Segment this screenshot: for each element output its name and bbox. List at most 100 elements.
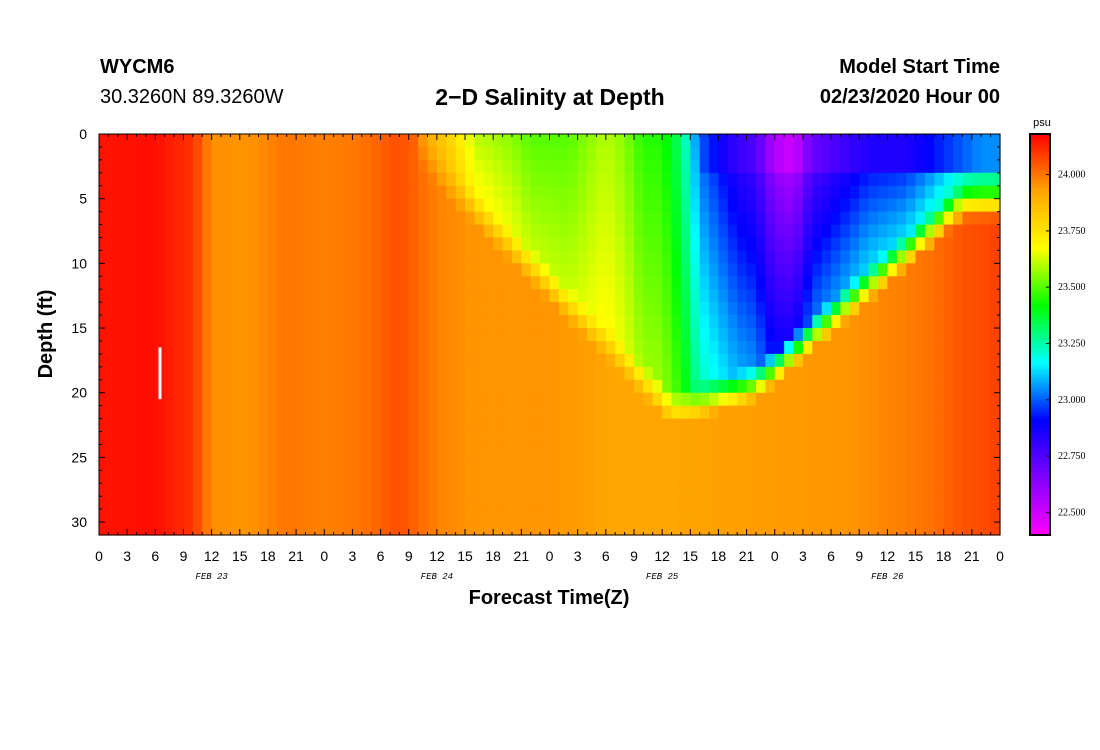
heatmap-cell [718, 509, 729, 523]
heatmap-cell [981, 224, 992, 239]
heatmap-cell [624, 315, 635, 329]
heatmap-cell [465, 328, 476, 342]
heatmap-cell [887, 470, 898, 484]
heatmap-cell [155, 250, 166, 264]
heatmap-cell [493, 315, 504, 329]
heatmap-cell [192, 470, 203, 484]
heatmap-cell [371, 289, 382, 303]
heatmap-cell [558, 457, 569, 471]
heatmap-cell [662, 392, 673, 407]
heatmap-cell [361, 289, 372, 303]
heatmap-cell [981, 379, 992, 394]
heatmap-cell [840, 366, 851, 381]
heatmap-cell [727, 431, 738, 446]
heatmap-cell [502, 289, 513, 303]
heatmap-cell [934, 211, 945, 226]
heatmap-cell [399, 237, 410, 252]
heatmap-cell [145, 444, 156, 458]
heatmap-cell [784, 340, 795, 355]
heatmap-cell [277, 315, 288, 329]
heatmap-cell [643, 198, 654, 213]
heatmap-cell [455, 315, 466, 329]
heatmap-cell [389, 185, 400, 200]
heatmap-cell [765, 379, 776, 394]
heatmap-cell [915, 315, 926, 329]
heatmap-cell [793, 237, 804, 252]
heatmap-cell [221, 276, 231, 290]
heatmap-cell [314, 276, 325, 290]
heatmap-cell [249, 470, 260, 484]
heatmap-cell [971, 250, 982, 264]
heatmap-cell [202, 224, 213, 239]
heatmap-cell [408, 146, 419, 161]
heatmap-cell [680, 470, 691, 484]
heatmap-cell [633, 315, 644, 329]
heatmap-cell [127, 470, 138, 484]
heatmap-cell [511, 496, 522, 510]
heatmap-cell [887, 444, 898, 458]
heatmap-cell [230, 457, 241, 471]
heatmap-cell [277, 302, 288, 316]
heatmap-cell [465, 198, 476, 213]
heatmap-cell [981, 146, 992, 161]
heatmap-cell [305, 470, 316, 484]
heatmap-cell [943, 509, 954, 523]
heatmap-cell [558, 509, 569, 523]
heatmap-cell [380, 431, 391, 446]
heatmap-cell [765, 470, 776, 484]
heatmap-cell [643, 224, 654, 239]
heatmap-cell [474, 340, 485, 355]
heatmap-cell [755, 134, 766, 148]
heatmap-cell [709, 211, 720, 226]
heatmap-cell [258, 418, 269, 433]
heatmap-cell [183, 328, 194, 342]
heatmap-cell [277, 340, 288, 355]
heatmap-cell [436, 250, 447, 264]
heatmap-cell [540, 146, 551, 161]
heatmap-cell [924, 522, 935, 536]
heatmap-cell [633, 224, 644, 239]
heatmap-cell [624, 276, 635, 290]
heatmap-cell [418, 405, 429, 420]
heatmap-cell [915, 211, 926, 226]
heatmap-cell [737, 276, 748, 290]
heatmap-cell [483, 405, 494, 420]
heatmap-cell [877, 146, 888, 161]
heatmap-cell [446, 276, 457, 290]
heatmap-cell [831, 185, 842, 200]
heatmap-cell [962, 379, 973, 394]
heatmap-cell [737, 444, 748, 458]
heatmap-cell [877, 522, 888, 536]
heatmap-cell [108, 146, 119, 161]
heatmap-cell [408, 250, 419, 264]
heatmap-cell [859, 353, 870, 368]
heatmap-cell [831, 392, 842, 407]
heatmap-cell [671, 276, 682, 290]
heatmap-cell [258, 483, 269, 497]
heatmap-cell [859, 418, 870, 433]
heatmap-cell [652, 470, 663, 484]
heatmap-cell [174, 224, 185, 239]
heatmap-cell [286, 470, 297, 484]
heatmap-cell [511, 509, 522, 523]
heatmap-cell [662, 405, 673, 420]
heatmap-cell [793, 315, 804, 329]
heatmap-cell [155, 405, 166, 420]
heatmap-cell [896, 289, 907, 303]
heatmap-cell [352, 418, 363, 433]
heatmap-cell [136, 366, 147, 381]
colorbar-tick-label: 23.750 [1058, 226, 1086, 237]
heatmap-cell [258, 172, 269, 187]
heatmap-cell [164, 185, 175, 200]
heatmap-cell [793, 134, 804, 148]
heatmap-cell [455, 224, 466, 239]
heatmap-cell [324, 509, 335, 523]
heatmap-cell [333, 509, 344, 523]
heatmap-cell [981, 328, 992, 342]
heatmap-cell [202, 263, 213, 277]
heatmap-cell [624, 263, 635, 277]
heatmap-cell [577, 315, 588, 329]
heatmap-cell [352, 146, 363, 161]
heatmap-cell [718, 457, 729, 471]
heatmap-cell [981, 172, 992, 187]
